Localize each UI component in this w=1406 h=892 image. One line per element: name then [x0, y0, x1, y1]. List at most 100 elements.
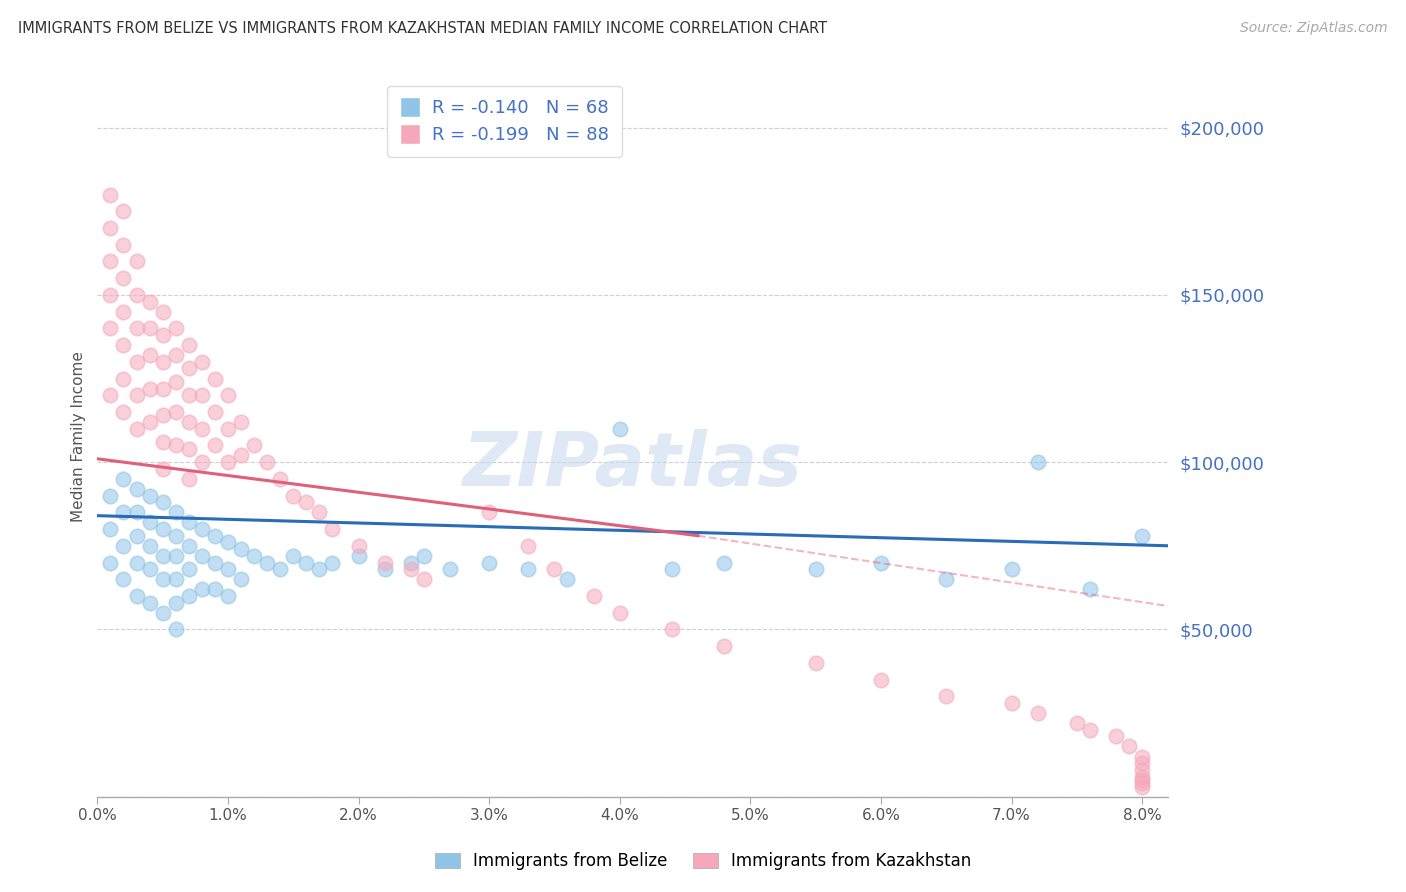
Point [100, 522, 122, 536]
Point [256, 556, 278, 570]
Point [191, 582, 214, 597]
Point [229, 572, 252, 586]
Point [112, 371, 135, 385]
Point [125, 321, 148, 335]
Point [152, 382, 174, 396]
Point [399, 562, 422, 576]
Point [112, 505, 135, 519]
Point [308, 562, 330, 576]
Point [152, 549, 174, 563]
Point [165, 529, 187, 543]
Point [100, 187, 122, 202]
Point [112, 472, 135, 486]
Point [283, 549, 305, 563]
Point [191, 549, 214, 563]
Point [100, 288, 122, 302]
Point [177, 562, 200, 576]
Point [217, 455, 239, 469]
Point [870, 556, 893, 570]
Point [1130, 756, 1153, 771]
Point [412, 572, 434, 586]
Point [1066, 716, 1088, 731]
Point [112, 304, 135, 318]
Point [269, 562, 291, 576]
Text: ZIPatlas: ZIPatlas [463, 429, 803, 502]
Point [165, 438, 187, 452]
Point [138, 321, 160, 335]
Point [177, 539, 200, 553]
Point [1130, 772, 1153, 787]
Point [125, 589, 148, 603]
Point [1105, 730, 1128, 744]
Point [112, 204, 135, 219]
Point [112, 338, 135, 352]
Point [661, 562, 683, 576]
Point [1026, 455, 1049, 469]
Text: Source: ZipAtlas.com: Source: ZipAtlas.com [1240, 21, 1388, 35]
Point [243, 549, 266, 563]
Point [256, 455, 278, 469]
Point [557, 572, 579, 586]
Point [243, 438, 266, 452]
Point [138, 539, 160, 553]
Point [478, 556, 501, 570]
Point [204, 556, 226, 570]
Point [177, 516, 200, 530]
Point [204, 405, 226, 419]
Point [165, 505, 187, 519]
Point [191, 522, 214, 536]
Point [191, 388, 214, 402]
Point [138, 516, 160, 530]
Point [112, 237, 135, 252]
Point [112, 572, 135, 586]
Point [308, 505, 330, 519]
Point [125, 254, 148, 268]
Point [125, 556, 148, 570]
Point [478, 505, 501, 519]
Point [609, 606, 631, 620]
Point [125, 422, 148, 436]
Point [1078, 723, 1101, 737]
Point [165, 321, 187, 335]
Point [347, 539, 370, 553]
Point [1130, 780, 1153, 794]
Point [152, 606, 174, 620]
Point [165, 572, 187, 586]
Point [204, 582, 226, 597]
Point [152, 462, 174, 476]
Text: IMMIGRANTS FROM BELIZE VS IMMIGRANTS FROM KAZAKHSTAN MEDIAN FAMILY INCOME CORREL: IMMIGRANTS FROM BELIZE VS IMMIGRANTS FRO… [18, 21, 827, 36]
Point [204, 438, 226, 452]
Point [217, 562, 239, 576]
Point [439, 562, 461, 576]
Point [165, 405, 187, 419]
Point [177, 338, 200, 352]
Point [138, 415, 160, 429]
Point [112, 271, 135, 285]
Point [295, 495, 318, 509]
Point [517, 539, 540, 553]
Point [165, 623, 187, 637]
Point [125, 482, 148, 496]
Point [177, 442, 200, 456]
Point [125, 505, 148, 519]
Point [229, 449, 252, 463]
Point [100, 556, 122, 570]
Point [269, 472, 291, 486]
Point [217, 388, 239, 402]
Point [152, 435, 174, 450]
Point [1118, 739, 1140, 754]
Point [152, 328, 174, 343]
Point [204, 529, 226, 543]
Point [177, 361, 200, 376]
Point [935, 690, 957, 704]
Point [191, 422, 214, 436]
Point [229, 415, 252, 429]
Point [165, 596, 187, 610]
Point [138, 562, 160, 576]
Point [125, 388, 148, 402]
Point [165, 549, 187, 563]
Point [100, 254, 122, 268]
Point [152, 304, 174, 318]
Point [100, 489, 122, 503]
Point [1130, 749, 1153, 764]
